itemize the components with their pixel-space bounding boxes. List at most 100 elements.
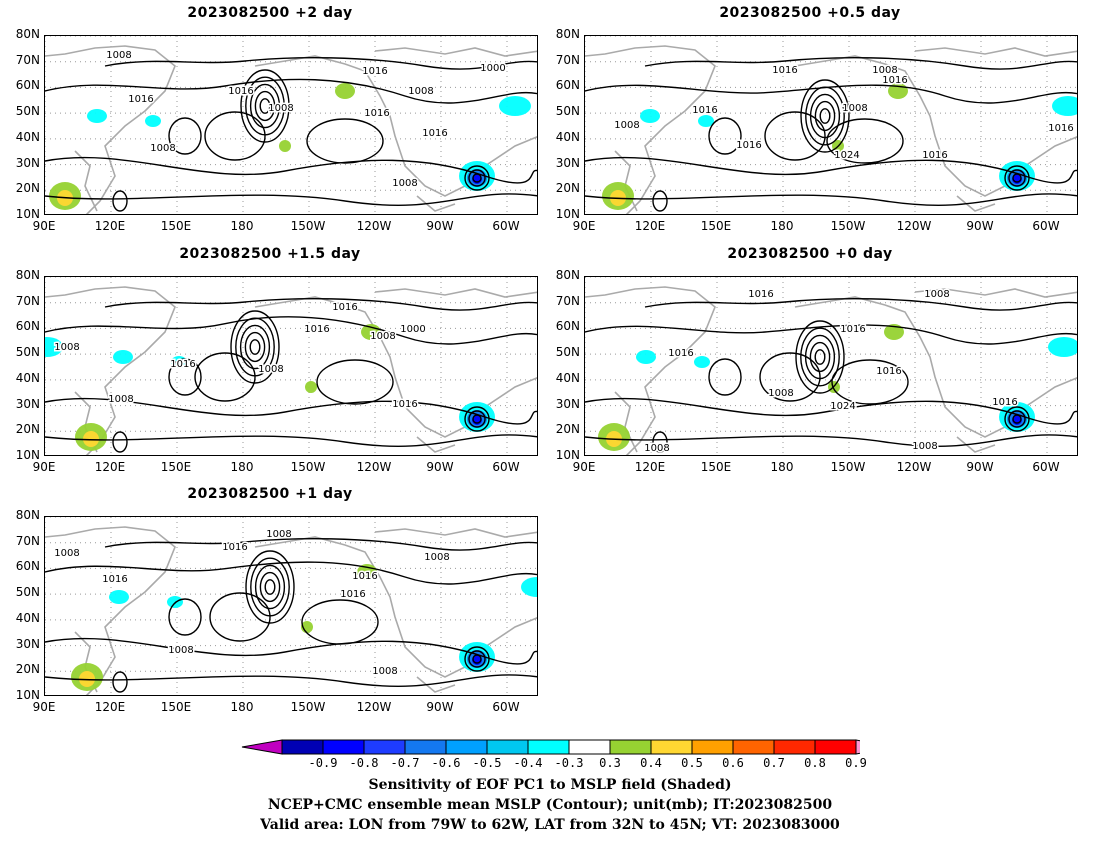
lon-tick-label: 90W	[426, 219, 454, 233]
colorbar-swatch	[486, 739, 529, 755]
colorbar	[241, 739, 860, 755]
grid-lines	[45, 517, 537, 695]
lon-tick-label: 150E	[160, 460, 192, 474]
contour-label: 1016	[340, 589, 365, 600]
colorbar-tick-label: -0.5	[472, 756, 502, 770]
sensitivity-shading	[602, 83, 1077, 210]
colorbar-swatch	[322, 739, 365, 755]
contour-label: 1016	[922, 150, 947, 161]
contour-label: 1016	[222, 542, 247, 553]
lon-tick-label: 120W	[356, 700, 392, 714]
contour-label: 1016	[392, 399, 417, 410]
mslp-contours	[45, 298, 537, 453]
lon-tick-label: 90E	[32, 700, 56, 714]
panel-title: 2023082500 +0.5 day	[719, 5, 901, 21]
lat-tick-label: 30N	[15, 396, 40, 411]
panel-plus15day: 2023082500 +1.5 day 1016 1016 1008 1000 1008…	[0, 246, 540, 476]
map-plot: 1016 1008 1016 1016 1008 1024 1016 1016 1008 1008	[584, 276, 1078, 456]
contour-label: 1016	[352, 571, 377, 582]
lon-tick-label: 60W	[492, 460, 520, 474]
lon-tick-label: 180	[230, 700, 254, 714]
panel-title: 2023082500 +1 day	[187, 486, 353, 502]
map-canvas: 1008 1016 1008 1016 1008 1016 1016 1008 1008	[45, 517, 537, 695]
contour-label: 1016	[304, 324, 329, 335]
lat-tick-label: 70N	[555, 293, 580, 308]
lon-tick-label: 150E	[160, 219, 192, 233]
contour-label: 1008	[106, 50, 131, 61]
colorbar-swatch	[527, 739, 570, 755]
contour-label: 1008	[372, 666, 397, 677]
lat-tick-label: 50N	[15, 104, 40, 119]
lat-tick-label: 40N	[555, 129, 580, 144]
contour-label: 1008	[842, 103, 867, 114]
colorbar-tick-label: -0.6	[431, 756, 461, 770]
colorbar-swatch	[650, 739, 693, 755]
panel-plus05day: 2023082500 +0.5 day 1016 1008 1016 1008 1008…	[540, 5, 1080, 235]
colorbar-tick-label: -0.3	[554, 756, 584, 770]
lat-tick-label: 60N	[15, 319, 40, 334]
colorbar-swatch	[609, 739, 652, 755]
colorbar-tick-label: 0.6	[722, 756, 744, 770]
grid-lines	[45, 277, 537, 455]
lon-tick-label: 150W	[830, 460, 866, 474]
lat-tick-label: 50N	[555, 345, 580, 360]
lat-tick-label: 10N	[15, 207, 40, 221]
colorbar-swatch	[445, 739, 488, 755]
colorbar-swatch	[568, 739, 611, 755]
coastlines	[585, 286, 1077, 455]
contour-label: 1008	[924, 289, 949, 300]
contour-label: 1008	[268, 103, 293, 114]
contour-label: 1008	[424, 552, 449, 563]
contour-label: 1016	[692, 105, 717, 116]
contour-label: 1008	[872, 65, 897, 76]
sensitivity-shading	[71, 564, 537, 691]
colorbar-tick-label: 0.3	[599, 756, 621, 770]
contour-label: 1008	[54, 342, 79, 353]
contour-label: 1008	[150, 143, 175, 154]
contour-label: 1008	[168, 645, 193, 656]
panel-plus1day: 2023082500 +1 day 1008 1016 1008 1016 1008 10…	[0, 486, 540, 716]
map-plot: 1016 1008 1016 1008 1008 1016 1016 1024 1016 1016	[584, 35, 1078, 215]
lat-tick-label: 40N	[15, 610, 40, 625]
panel-title: 2023082500 +1.5 day	[179, 246, 361, 262]
lon-tick-label: 90W	[426, 460, 454, 474]
contour-label: 1008	[408, 86, 433, 97]
lat-tick-label: 60N	[555, 78, 580, 93]
contour-label: 1008	[912, 441, 937, 452]
lat-tick-label: 70N	[15, 52, 40, 67]
contour-label: 1008	[54, 548, 79, 559]
colorbar-left-arrow	[241, 739, 283, 755]
contour-label: 1016	[668, 348, 693, 359]
lon-tick-label: 120E	[634, 219, 666, 233]
contour-label: 1024	[834, 150, 859, 161]
colorbar-tick-label: 0.5	[681, 756, 703, 770]
contour-label: 1000	[400, 324, 425, 335]
contour-label: 1016	[992, 397, 1017, 408]
lon-tick-label: 150W	[290, 460, 326, 474]
lon-tick-label: 180	[230, 219, 254, 233]
grid-lines	[585, 36, 1077, 214]
grid-lines	[45, 36, 537, 214]
colorbar-swatch	[691, 739, 734, 755]
colorbar-tick-label: 0.7	[763, 756, 785, 770]
contour-label: 1016	[882, 75, 907, 86]
panel-title: 2023082500 +2 day	[187, 5, 353, 21]
lon-tick-label: 150W	[830, 219, 866, 233]
panel-plus0day: 2023082500 +0 day 1016 1008 1016 1016 1008 10…	[540, 246, 1080, 476]
lon-tick-label: 120E	[94, 700, 126, 714]
contour-label: 1016	[748, 289, 773, 300]
lat-tick-label: 70N	[15, 293, 40, 308]
lat-tick-label: 50N	[15, 345, 40, 360]
colorbar-tick-label: -0.9	[308, 756, 338, 770]
contour-label: 1016	[170, 359, 195, 370]
contour-label: 1016	[228, 86, 253, 97]
lat-tick-label: 60N	[15, 559, 40, 574]
mslp-contours	[585, 57, 1077, 212]
lon-tick-label: 120E	[94, 460, 126, 474]
lat-tick-label: 70N	[555, 52, 580, 67]
contour-label: 1016	[102, 574, 127, 585]
contour-label: 1024	[830, 401, 855, 412]
map-canvas: 1008 1016 1016 1008 1016 1000 1008 1016 1016 1008…	[45, 36, 537, 214]
lon-tick-label: 120W	[896, 460, 932, 474]
caption-line-2: NCEP+CMC ensemble mean MSLP (Contour); u…	[267, 797, 833, 813]
